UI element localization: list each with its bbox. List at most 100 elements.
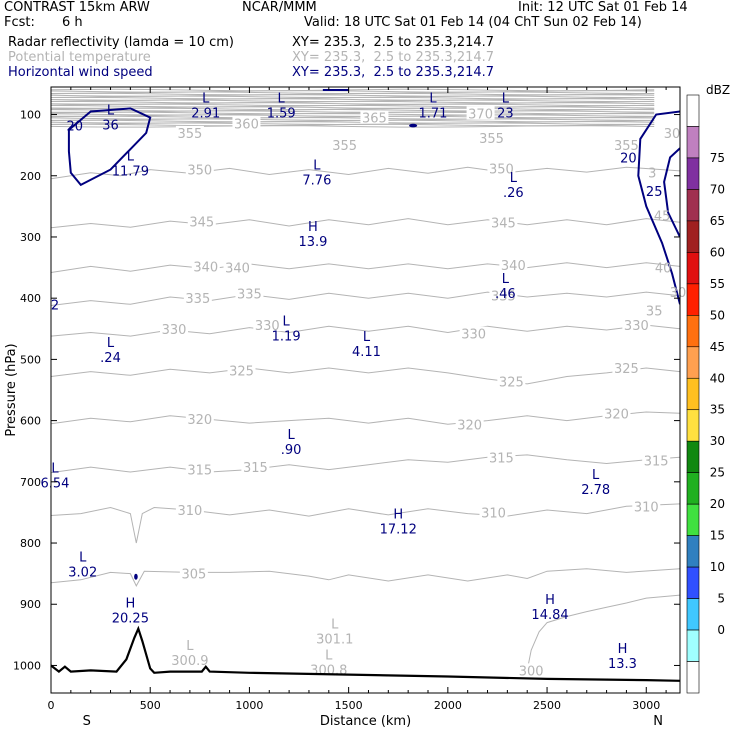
theta-contour-label: 315: [187, 464, 212, 479]
theta-contour-band-line: [51, 107, 655, 111]
wind-contour-label: 30: [664, 127, 681, 142]
wind-high-letter: H: [125, 596, 135, 611]
wind-contour-label: 2: [51, 298, 59, 313]
wind-extrema-value: 6.54: [40, 477, 69, 492]
theta-contour-line: [526, 594, 680, 671]
theta-contour-label: 315: [243, 461, 268, 476]
colorbar-swatch: [686, 283, 700, 316]
theta-extrema-value: 1.71: [418, 106, 447, 121]
wind-speed-contour: [637, 110, 680, 305]
theta-label-bg: [455, 417, 484, 431]
colorbar-swatch: [686, 157, 700, 190]
theta-label-bg: [185, 411, 214, 425]
field-xy-reflectivity: XY= 235.3, 2.5 to 235.3,214.7: [292, 35, 495, 50]
theta-contour-label: 355: [614, 139, 639, 154]
x-tick-label: 500: [140, 699, 161, 712]
colorbar-level-label: 55: [710, 277, 725, 291]
x-tick-label: 3000: [632, 699, 660, 712]
theta-label-bg: [187, 214, 216, 228]
theta-contour-line: [51, 367, 680, 385]
y-tick-label: 300: [20, 231, 41, 244]
theta-label-bg: [497, 374, 526, 388]
theta-label-bg: [160, 321, 189, 335]
colorbar-swatch: [686, 126, 700, 159]
colorbar-level-label: 75: [710, 151, 725, 165]
theta-label-bg: [360, 110, 389, 124]
init-time: Init: 12 UTC Sat 01 Feb 14: [518, 0, 688, 15]
theta-extrema-letter: L: [107, 104, 115, 119]
y-tick-label: 1000: [13, 659, 41, 672]
center-name: NCAR/MMM: [242, 0, 317, 15]
theta-contour-label: 310: [481, 506, 506, 521]
colorbar-level-label: 5: [717, 592, 725, 606]
theta-contour-label: 355: [332, 139, 357, 154]
theta-contour-line: [51, 291, 680, 306]
colorbar-swatch: [686, 94, 700, 127]
wind-extrema-value: 7.76: [302, 174, 331, 189]
wind-contour-label: 25: [646, 185, 663, 200]
wind-extrema-value: 13.3: [608, 657, 637, 672]
x-tick-label: 0: [48, 699, 55, 712]
wind-extrema-value: 2.78: [581, 483, 610, 498]
x-axis-title: Distance (km): [320, 714, 411, 729]
theta-contour-label: 315: [644, 454, 669, 469]
wind-low-letter: L: [592, 468, 600, 483]
colorbar-unit: dBZ: [706, 83, 730, 97]
colorbar-swatch: [686, 189, 700, 222]
colorbar-swatch: [686, 535, 700, 568]
theta-contour-band-line: [51, 110, 655, 113]
wind-extrema-value: .26: [503, 186, 524, 201]
terrain-line: [50, 625, 681, 682]
y-tick-label: 500: [20, 353, 41, 366]
theta-contour-label: 340: [193, 260, 218, 275]
wind-speed-contour: [663, 147, 680, 238]
fcst-label: Fcst:: [4, 15, 35, 30]
theta-label-bg: [330, 138, 359, 152]
theta-contour-label: 350: [489, 162, 514, 177]
theta-label-bg: [175, 502, 204, 516]
theta-contour-line: [51, 324, 680, 337]
wind-low-letter: L: [79, 550, 87, 565]
wind-contour-label: 45: [654, 210, 671, 225]
theta-extrema-value: 1.59: [267, 106, 296, 121]
theta-contour-line: [51, 166, 680, 180]
wind-extrema-value: 14.84: [531, 608, 568, 623]
colorbar-level-label: 45: [710, 340, 725, 354]
y-tick-label: 100: [20, 109, 41, 122]
colorbar-swatch: [686, 472, 700, 505]
colorbar-level-label: 25: [710, 466, 725, 480]
theta-extrema-letter: L: [325, 648, 333, 663]
wind-extrema-value: 13.9: [298, 235, 327, 250]
theta-extrema-letter: L: [331, 618, 339, 633]
x-tick-label: 1000: [235, 699, 263, 712]
colorbar-level-label: 10: [710, 560, 725, 574]
wind-contour-label: 30: [670, 286, 687, 301]
colorbar-swatch: [686, 629, 700, 662]
wind-extrema-value: .24: [100, 351, 121, 366]
theta-label-bg: [477, 130, 506, 144]
theta-label-bg: [227, 363, 256, 377]
colorbar-swatch: [686, 315, 700, 348]
theta-label-bg: [241, 460, 270, 474]
colorbar-level-label: 0: [717, 623, 725, 637]
y-tick-label: 700: [20, 476, 41, 489]
wind-low-letter: L: [287, 428, 295, 443]
theta-extrema-letter: L: [278, 91, 286, 106]
wind-low-letter: L: [127, 149, 135, 164]
colorbar-swatch: [686, 566, 700, 599]
theta-label-bg: [499, 258, 528, 272]
wind-extrema-value: 17.12: [380, 523, 417, 538]
theta-label-bg: [185, 462, 214, 476]
theta-label-bg: [642, 453, 671, 467]
theta-contour-label: 315: [489, 451, 514, 466]
theta-label-bg: [466, 106, 495, 120]
wind-low-letter: L: [363, 330, 371, 345]
theta-label-bg: [175, 125, 204, 139]
theta-label-bg: [632, 499, 661, 513]
theta-contour-label: 320: [457, 418, 482, 433]
theta-label-bg: [612, 138, 641, 152]
theta-label-bg: [459, 326, 488, 340]
valid-time: Valid: 18 UTC Sat 01 Feb 14 (04 ChT Sun …: [304, 15, 642, 30]
wind-high-letter: H: [618, 642, 628, 657]
wind-extrema-value: .46: [495, 287, 516, 302]
